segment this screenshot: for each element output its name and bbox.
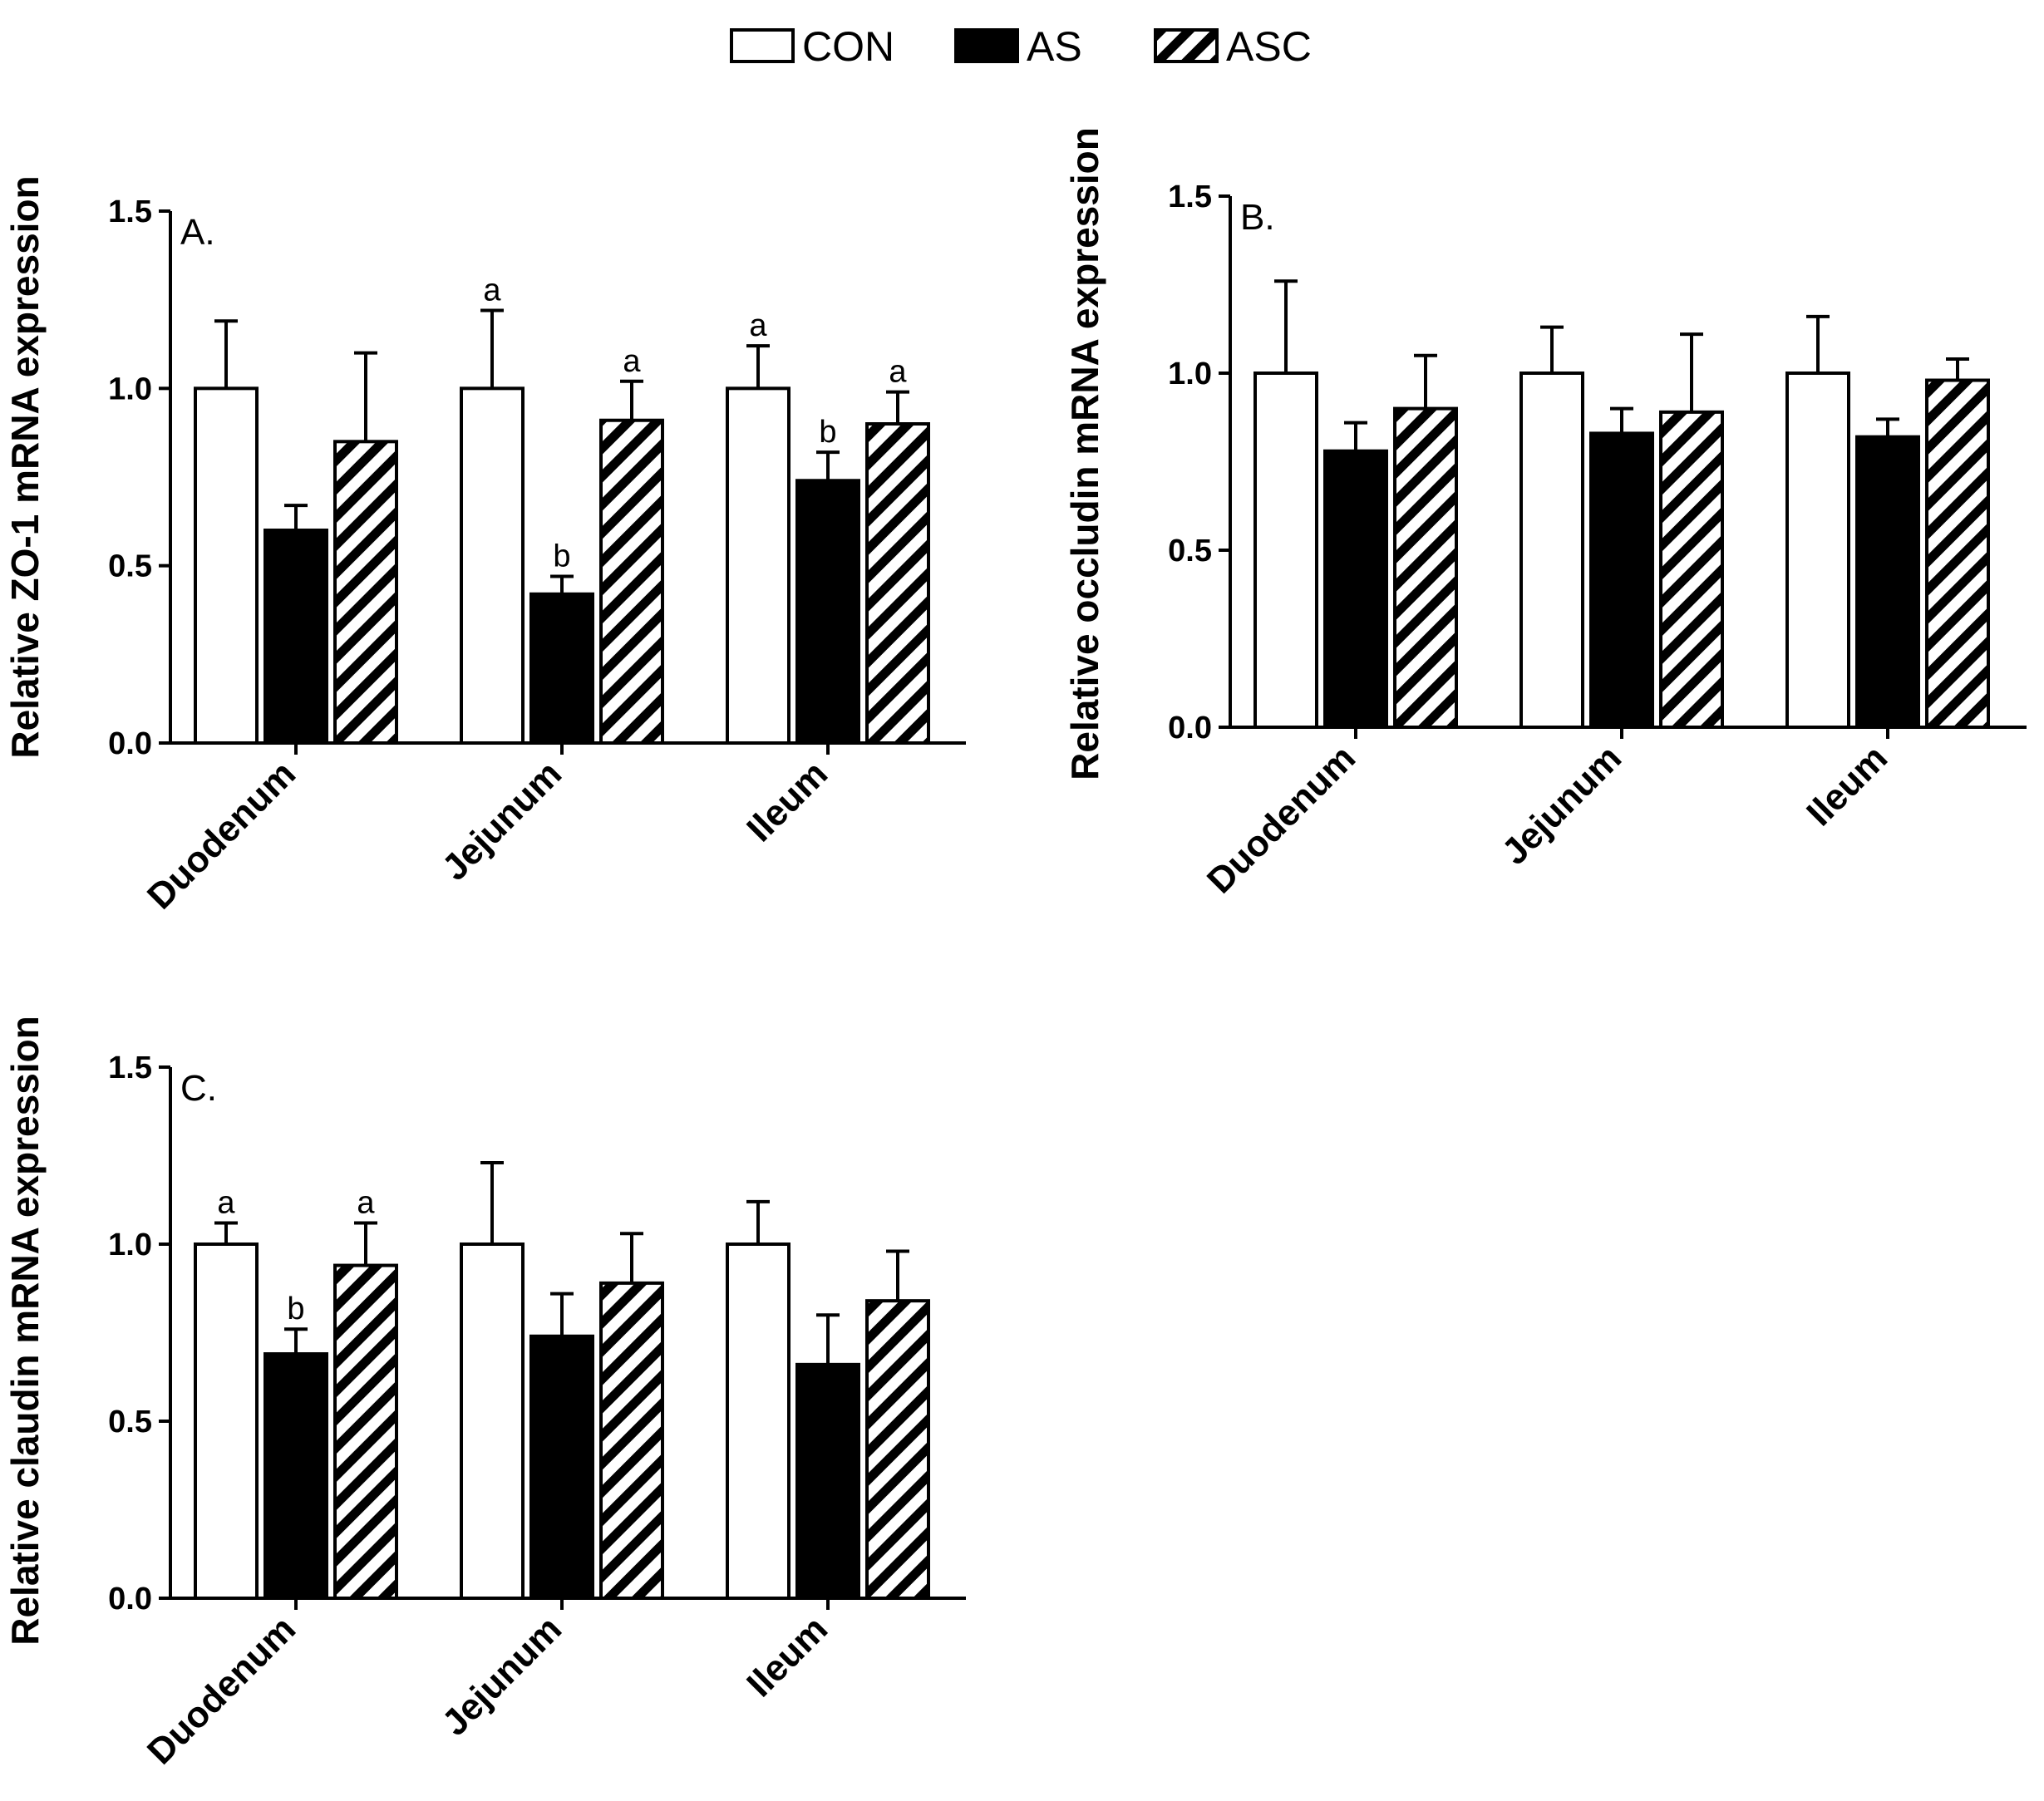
legend-item-con: CON xyxy=(730,23,894,70)
category-label-ileum: Ileum xyxy=(1799,737,1895,834)
bar-as-jejunum xyxy=(1589,431,1654,729)
bar-asc-ileum xyxy=(865,1299,930,1601)
y-axis-title: Relative ZO-1 mRNA expression xyxy=(3,175,47,758)
chart-panel-a: 0.0 0.5 1.0 1.5 Relative ZO-1 mRNA expressio… xyxy=(3,175,966,918)
y-axis-title: Relative claudin mRNA expression xyxy=(3,1016,47,1646)
significance-letter: a xyxy=(483,273,501,308)
panel-label: C. xyxy=(180,1068,217,1109)
bar-con-ileum xyxy=(726,1242,791,1600)
y-tick-label: 0.0 xyxy=(1168,711,1212,745)
bar-asc-duodenum xyxy=(1393,406,1458,729)
significance-letter: b xyxy=(819,415,836,450)
bar-asc-jejunum xyxy=(599,1281,664,1600)
legend-label: CON xyxy=(802,23,894,70)
bar-con-jejunum xyxy=(1519,372,1584,729)
panel-label: B. xyxy=(1240,197,1275,238)
bar-con-duodenum xyxy=(194,1242,259,1600)
bar-as-ileum xyxy=(795,479,860,745)
y-tick-label: 1.0 xyxy=(1168,357,1212,391)
legend-label: AS xyxy=(1027,23,1082,70)
bar-con-ileum xyxy=(1785,372,1850,729)
category-label-jejunum: Jejunum xyxy=(1494,737,1629,873)
bar-con-ileum xyxy=(726,386,791,745)
category-label-duodenum: Duodenum xyxy=(140,1608,303,1772)
bar-asc-jejunum xyxy=(599,418,664,745)
y-tick-label: 0.0 xyxy=(108,726,152,761)
y-tick-label: 1.5 xyxy=(1168,180,1212,214)
y-axis-title: Relative occludin mRNA expression xyxy=(1063,127,1106,780)
y-tick-label: 0.5 xyxy=(108,1405,152,1439)
bar-asc-jejunum xyxy=(1659,410,1724,729)
bar-as-duodenum xyxy=(1323,449,1388,729)
legend-label: ASC xyxy=(1226,23,1312,70)
panel-label: A. xyxy=(180,212,215,253)
y-tick-label: 1.5 xyxy=(108,1051,152,1085)
significance-letter: b xyxy=(553,539,570,573)
significance-letter: a xyxy=(623,344,641,379)
category-label-ileum: Ileum xyxy=(739,1608,835,1705)
category-label-duodenum: Duodenum xyxy=(1199,737,1363,901)
category-label-jejunum: Jejunum xyxy=(434,753,569,888)
significance-letter: a xyxy=(217,1185,235,1220)
category-label-jejunum: Jejunum xyxy=(434,1608,569,1744)
y-tick-label: 0.5 xyxy=(108,549,152,584)
bar-as-duodenum xyxy=(264,529,328,745)
bar-con-jejunum xyxy=(460,1242,525,1600)
significance-letter: a xyxy=(889,355,907,390)
category-label-duodenum: Duodenum xyxy=(140,753,303,917)
chart-panel-b: 0.0 0.5 1.0 1.5 Relative occludin mRNA expre… xyxy=(1063,127,2027,902)
bar-as-ileum xyxy=(1855,435,1920,729)
category-label-ileum: Ileum xyxy=(739,753,835,849)
y-tick-label: 1.5 xyxy=(108,194,152,229)
bar-asc-duodenum xyxy=(333,440,398,745)
y-tick-label: 1.0 xyxy=(108,1228,152,1262)
chart-panel-c: 0.0 0.5 1.0 1.5 Relative claudin mRNA expres… xyxy=(3,1016,966,1773)
bar-con-jejunum xyxy=(460,386,525,745)
legend-swatch xyxy=(1154,28,1219,63)
bar-as-ileum xyxy=(795,1362,860,1600)
panels: 0.0 0.5 1.0 1.5 Relative ZO-1 mRNA expressio… xyxy=(3,127,2027,1773)
significance-letter: b xyxy=(287,1292,304,1326)
y-tick-label: 1.0 xyxy=(108,372,152,406)
legend-item-asc: ASC xyxy=(1154,23,1312,70)
bar-as-jejunum xyxy=(529,1334,594,1600)
bar-asc-ileum xyxy=(865,422,930,745)
legend-item-as: AS xyxy=(954,23,1082,70)
bar-con-duodenum xyxy=(194,386,259,745)
bar-asc-duodenum xyxy=(333,1263,398,1601)
y-tick-label: 0.0 xyxy=(108,1582,152,1616)
significance-letter: a xyxy=(749,308,767,343)
bar-con-duodenum xyxy=(1253,372,1318,729)
legend-swatch xyxy=(730,28,795,63)
y-tick-label: 0.5 xyxy=(1168,534,1212,568)
significance-letter: a xyxy=(357,1185,375,1220)
legend: CON AS ASC xyxy=(730,23,1312,70)
bar-as-jejunum xyxy=(529,592,594,745)
legend-swatch xyxy=(954,28,1019,63)
bar-as-duodenum xyxy=(264,1352,328,1601)
bar-asc-ileum xyxy=(1925,378,1990,729)
